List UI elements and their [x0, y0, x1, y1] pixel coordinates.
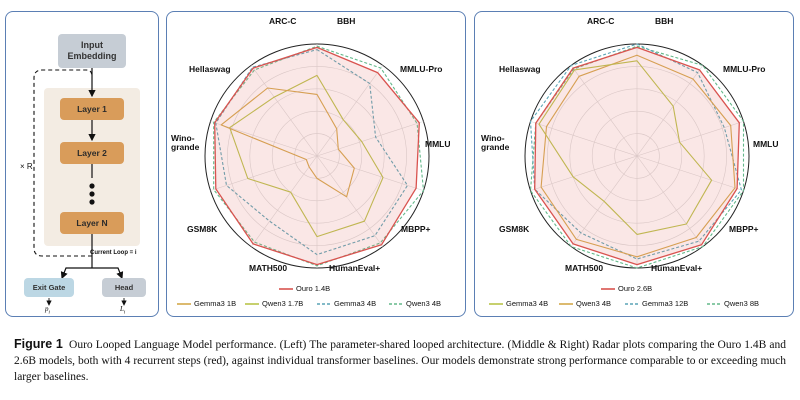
legend-item-ouro-1-4b: Ouro 1.4B	[279, 284, 331, 293]
grid-spoke	[250, 155, 318, 247]
input-embedding-box: Input Embedding	[58, 34, 126, 68]
head-box: Head	[102, 278, 146, 297]
output-arrows	[46, 298, 127, 306]
series-line	[540, 54, 736, 258]
axis-label-humaneval: HumanEval+	[651, 263, 703, 273]
legend-item-gemma3-4b: Gemma3 4B	[489, 299, 549, 308]
axis-label-hellaswag: Hellaswag	[499, 64, 541, 74]
series-line	[534, 46, 740, 266]
architecture-panel: Input Embedding Layer 1 Layer 2 Layer N …	[5, 11, 159, 317]
legend-item-qwen3-4b: Qwen3 4B	[389, 299, 442, 308]
figure-caption: Figure 1 Ouro Looped Language Model perf…	[14, 336, 786, 385]
series-line	[538, 60, 713, 235]
legend-item-gemma3-4b: Gemma3 4B	[317, 299, 377, 308]
grid-spoke	[316, 65, 384, 157]
axis-label-mbpp: MBPP+	[401, 224, 431, 234]
grid-spoke	[530, 155, 638, 191]
axis-label-winogrande: Wino- grande	[171, 133, 200, 152]
exit-probability-label: pi	[45, 305, 50, 316]
grid-spoke	[210, 121, 318, 157]
series-line	[529, 45, 745, 269]
layer-2-box: Layer 2	[60, 142, 124, 164]
grid-spoke	[570, 65, 638, 157]
axis-label-bbh: BBH	[655, 16, 674, 26]
series-line	[215, 49, 409, 256]
legend-item-gemma3-1b: Gemma3 1B	[177, 299, 237, 308]
axis-label-humaneval: HumanEval+	[329, 263, 381, 273]
series-line	[214, 46, 420, 266]
radar-chart-right	[524, 43, 750, 269]
axis-label-arc-c: ARC-C	[269, 16, 297, 26]
figure-label: Figure 1	[14, 337, 63, 351]
grid-spoke	[210, 155, 318, 191]
grid-spoke	[636, 121, 744, 157]
axis-label-mbpp: MBPP+	[729, 224, 759, 234]
loop-count-label: × R	[20, 162, 33, 171]
radar-panel-right: ARC-C BBH MMLU-Pro MMLU MBPP+ HumanEval+…	[474, 11, 794, 317]
current-loop-label: Current Loop = i	[90, 250, 137, 256]
loop-arrow	[33, 69, 93, 257]
legend-item-qwen3-1-7b: Qwen3 1.7B	[245, 299, 304, 308]
series-line	[529, 43, 742, 260]
architecture-connectors	[33, 68, 124, 280]
radar-panel-middle: ARC-C BBH MMLU-Pro MMLU MBPP+ HumanEval+…	[166, 11, 466, 317]
axis-label-mmlu-pro: MMLU-Pro	[723, 64, 766, 74]
grid-spoke	[250, 65, 318, 157]
axis-label-gsm8k: GSM8K	[187, 224, 218, 234]
radar-chart-middle	[204, 43, 430, 269]
layer-1-box: Layer 1	[60, 98, 124, 120]
legend-item-gemma3-12b: Gemma3 12B	[625, 299, 689, 308]
series-line	[229, 74, 384, 238]
grid-spoke	[636, 155, 744, 191]
legend-item-qwen3-4b: Qwen3 4B	[559, 299, 612, 308]
axis-label-gsm8k: GSM8K	[499, 224, 530, 234]
axis-label-mmlu: MMLU	[753, 139, 779, 149]
axis-label-arc-c: ARC-C	[587, 16, 615, 26]
axis-label-bbh: BBH	[337, 16, 356, 26]
head-loss-label: Li	[120, 305, 126, 316]
axis-label-mmlu-pro: MMLU-Pro	[400, 64, 443, 74]
series-line	[220, 87, 355, 198]
grid-spoke	[316, 155, 424, 191]
axis-label-mmlu: MMLU	[425, 139, 451, 149]
grid-spoke	[530, 121, 638, 157]
axis-label-hellaswag: Hellaswag	[189, 64, 231, 74]
grid-spoke	[316, 121, 424, 157]
legend-item-qwen3-8b: Qwen3 8B	[707, 299, 760, 308]
exit-gate-box: Exit Gate	[24, 278, 74, 297]
axis-label-winogrande: Wino- grande	[481, 133, 510, 152]
layer-n-box: Layer N	[60, 212, 124, 234]
axis-label-math500: MATH500	[249, 263, 288, 273]
axis-label-math500: MATH500	[565, 263, 604, 273]
legend-item-ouro-2-6b: Ouro 2.6B	[601, 284, 653, 293]
grid-spoke	[636, 65, 704, 157]
grid-spoke	[316, 155, 384, 247]
caption-text: Ouro Looped Language Model performance. …	[14, 339, 787, 383]
grid-spoke	[636, 155, 704, 247]
